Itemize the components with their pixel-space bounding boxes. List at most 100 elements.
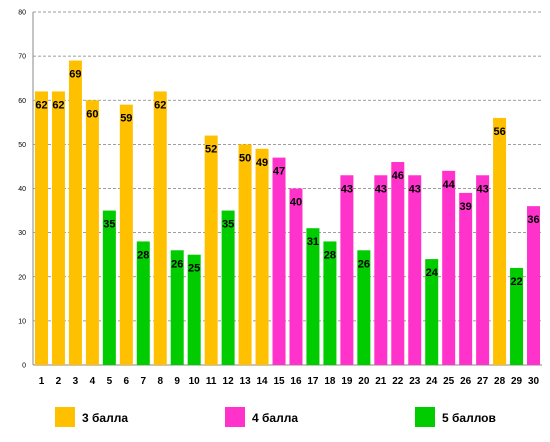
data-label: 49 (256, 157, 268, 169)
y-tick-label: 70 (18, 54, 26, 61)
data-label: 46 (392, 170, 404, 182)
bar (238, 144, 252, 365)
data-label: 52 (205, 144, 217, 156)
data-label: 43 (476, 183, 488, 195)
data-label: 28 (137, 249, 149, 261)
bar (306, 228, 320, 365)
bar (204, 135, 218, 365)
data-label: 25 (188, 263, 200, 275)
data-label: 47 (273, 166, 285, 178)
bar (51, 91, 65, 366)
data-label: 39 (460, 201, 472, 213)
x-tick-label: 22 (392, 376, 404, 387)
bar (289, 188, 303, 365)
data-label: 60 (86, 108, 98, 120)
data-label: 26 (171, 258, 183, 270)
x-tick-label: 27 (477, 376, 489, 387)
bar (187, 254, 201, 365)
data-label: 24 (426, 267, 439, 279)
data-label: 59 (120, 113, 132, 125)
legend: 3 балла 4 балла 5 баллов (55, 407, 496, 427)
x-tick-label: 4 (90, 376, 96, 387)
bar (323, 241, 337, 365)
y-tick-label: 30 (18, 230, 26, 237)
x-tick-label: 29 (511, 376, 523, 387)
bar (442, 170, 456, 365)
data-label: 43 (341, 183, 353, 195)
x-tick-label: 26 (460, 376, 472, 387)
bar (408, 175, 422, 365)
x-tick-label: 20 (358, 376, 370, 387)
bar (340, 175, 354, 365)
x-tick-label: 23 (409, 376, 421, 387)
y-tick-label: 50 (18, 142, 26, 149)
data-label: 44 (443, 179, 456, 191)
data-label: 36 (527, 214, 539, 226)
bar (68, 60, 82, 365)
y-tick-label: 40 (18, 186, 26, 193)
x-tick-label: 18 (324, 376, 336, 387)
bar (153, 91, 167, 366)
x-tick-label: 8 (157, 376, 163, 387)
x-tick-label: 17 (307, 376, 319, 387)
data-label: 28 (324, 249, 336, 261)
bar (136, 241, 150, 365)
data-label: 62 (35, 99, 47, 111)
data-label: 31 (307, 236, 319, 248)
x-tick-label: 7 (141, 376, 147, 387)
x-tick-label: 28 (494, 376, 506, 387)
x-tick-label: 5 (107, 376, 113, 387)
x-tick-label: 25 (443, 376, 455, 387)
y-tick-label: 20 (18, 274, 26, 281)
y-tick-label: 60 (18, 98, 26, 105)
bar (221, 210, 235, 365)
x-tick-label: 13 (240, 376, 252, 387)
data-label: 40 (290, 197, 302, 209)
x-tick-label: 6 (124, 376, 130, 387)
x-tick-label: 24 (426, 376, 438, 387)
x-tick-label: 19 (341, 376, 353, 387)
bar (170, 250, 184, 365)
data-label: 69 (69, 69, 81, 81)
bar (527, 206, 541, 365)
bar (357, 250, 371, 365)
legend-swatch (415, 407, 435, 427)
x-tick-label: 14 (256, 376, 268, 387)
x-tick-label: 30 (528, 376, 540, 387)
legend-swatch (55, 407, 75, 427)
bar (102, 210, 116, 365)
legend-swatch (225, 407, 245, 427)
x-tick-label: 11 (206, 376, 217, 387)
bar (272, 157, 286, 365)
bar (425, 259, 439, 365)
data-label: 43 (409, 183, 421, 195)
data-label: 43 (375, 183, 387, 195)
data-label: 56 (493, 126, 505, 138)
bar (510, 267, 524, 365)
x-axis-ticks: 1 2 3 4 5 6 7 8 9 10 11 12 13 14 15 16 17 18 19 20 21 22 23 24 2… (39, 376, 540, 387)
data-label: 62 (52, 99, 64, 111)
x-tick-label: 3 (73, 376, 79, 387)
data-label: 35 (103, 219, 115, 231)
bars (34, 60, 541, 366)
bar (374, 175, 388, 365)
legend-label: 3 балла (82, 411, 128, 425)
y-axis-ticks: 0 10 20 30 40 50 60 70 80 (18, 10, 26, 370)
legend-label: 5 баллов (442, 411, 496, 425)
y-tick-label: 0 (22, 363, 26, 370)
y-tick-label: 10 (18, 318, 26, 325)
bar (85, 100, 99, 365)
x-tick-label: 15 (273, 376, 285, 387)
data-label: 22 (510, 276, 522, 288)
x-tick-label: 12 (223, 376, 235, 387)
data-labels: 62 62 69 60 35 59 28 62 26 25 52 35 50 49 47 40 31 28 43 26… (35, 69, 539, 288)
bar (119, 104, 133, 365)
x-tick-label: 2 (56, 376, 62, 387)
x-tick-label: 21 (375, 376, 387, 387)
legend-label: 4 балла (252, 411, 298, 425)
data-label: 62 (154, 99, 166, 111)
x-tick-label: 1 (39, 376, 45, 387)
x-tick-label: 9 (174, 376, 180, 387)
data-label: 35 (222, 219, 234, 231)
data-label: 26 (358, 258, 370, 270)
